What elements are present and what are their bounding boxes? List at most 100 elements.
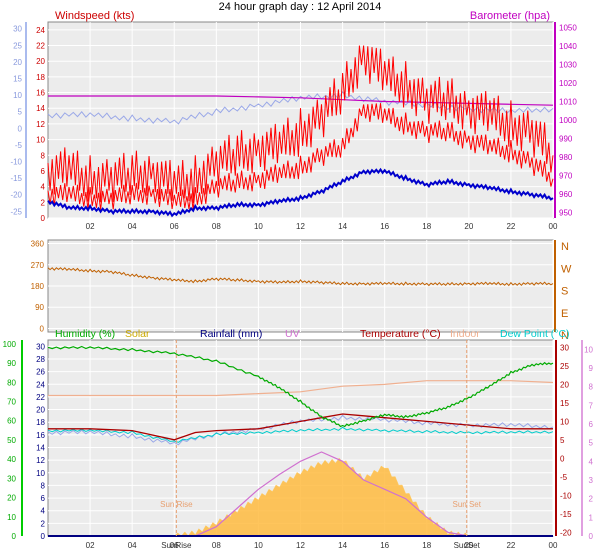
sun-tick-label: SunSet xyxy=(454,541,481,550)
outer-temp-tick-label: -5 xyxy=(15,141,23,150)
temperature-tick-label: 0 xyxy=(560,454,565,463)
compass-label: E xyxy=(561,308,568,320)
legend-entry: Rainfall (mm) xyxy=(200,328,262,340)
x-ticks-3: 02 04 06 08 10 12 14 16 18 20 22 00 xyxy=(86,541,558,550)
rainfall-tick-label: 22 xyxy=(36,393,45,402)
legend-entry: Dew Point (°C) xyxy=(500,328,570,340)
x-tick-label: 20 xyxy=(464,222,473,231)
barometer-tick-label: 990 xyxy=(559,134,573,143)
barometer-axis-label: Barometer (hpa) xyxy=(470,10,550,22)
rainfall-tick-label: 2 xyxy=(41,519,46,528)
sun-annotation-label: Sun Set xyxy=(452,500,481,509)
windspeed-tick-label: 4 xyxy=(41,183,46,192)
direction-tick-label: 0 xyxy=(40,324,45,333)
compass-label: S xyxy=(561,286,568,298)
uv-tick-label: 3 xyxy=(589,476,594,485)
humidity-tick-label: 30 xyxy=(7,474,16,483)
barometer-tick-label: 1000 xyxy=(559,116,577,125)
windspeed-tick-label: 20 xyxy=(36,57,45,66)
wind-baro-panel: Windspeed (kts) Barometer (hpa) 02 04 06 08… xyxy=(10,10,577,231)
windspeed-tick-label: 18 xyxy=(36,73,45,82)
outer-temp-tick-label: 20 xyxy=(13,58,22,67)
temperature-ticks: -20 -15 -10 -5 0 5 10 15 20 25 30 xyxy=(555,340,572,537)
outer-temp-tick-label: 25 xyxy=(13,41,22,50)
apparent-temp-line xyxy=(47,414,554,446)
x-tick-label: 08 xyxy=(212,222,221,231)
temperature-tick-label: -20 xyxy=(560,528,572,537)
sun-annotations: Sun Rise SunRise Sun Set SunSet xyxy=(160,340,482,550)
windspeed-tick-label: 24 xyxy=(36,26,45,35)
humidity-tick-label: 70 xyxy=(7,397,16,406)
outer-temp-tick-label: -20 xyxy=(10,191,22,200)
barometer-tick-label: 1010 xyxy=(559,98,577,107)
humidity-tick-label: 40 xyxy=(7,455,16,464)
x-tick-label: 22 xyxy=(506,222,515,231)
uv-tick-label: 10 xyxy=(584,345,593,354)
temperature-tick-label: 25 xyxy=(560,362,569,371)
rainfall-tick-label: 26 xyxy=(36,368,45,377)
compass-label: W xyxy=(561,263,572,275)
uv-tick-label: 5 xyxy=(589,439,594,448)
wind-gust-line xyxy=(47,45,554,204)
x-tick-label: 02 xyxy=(86,541,95,550)
windspeed-tick-label: 2 xyxy=(41,198,46,207)
x-tick-label: 22 xyxy=(506,541,515,550)
barometer-tick-label: 1050 xyxy=(559,24,577,33)
legend-entry: Indoor xyxy=(450,328,480,340)
barometer-tick-label: 960 xyxy=(559,190,573,199)
uv-tick-label: 9 xyxy=(589,364,594,373)
apparent-temp-line xyxy=(47,90,554,125)
humidity-tick-label: 100 xyxy=(3,340,17,349)
barometer-tick-label: 980 xyxy=(559,153,573,162)
rainfall-tick-label: 6 xyxy=(41,494,46,503)
rainfall-tick-label: 28 xyxy=(36,355,45,364)
barometer-tick-label: 950 xyxy=(559,208,573,217)
x-tick-label: 06 xyxy=(170,541,179,550)
outer-temp-tick-label: 0 xyxy=(18,124,23,133)
rainfall-tick-label: 24 xyxy=(36,380,45,389)
x-tick-label: 00 xyxy=(549,222,558,231)
uv-tick-label: 8 xyxy=(589,383,594,392)
uv-tick-label: 4 xyxy=(589,457,594,466)
direction-tick-label: 270 xyxy=(31,261,45,270)
sun-annotation-label: Sun Rise xyxy=(160,500,193,509)
temperature-tick-label: -10 xyxy=(560,491,572,500)
outdoor-temp-line xyxy=(47,167,554,218)
indoor-line xyxy=(48,380,554,397)
temperature-tick-label: -5 xyxy=(560,473,568,482)
temperature-tick-label: -15 xyxy=(560,510,572,519)
windspeed-tick-label: 6 xyxy=(41,167,46,176)
x-tick-label: 16 xyxy=(380,222,389,231)
direction-ticks: 0 90 180 270 360 xyxy=(31,240,45,334)
sun-tick-label: SunRise xyxy=(161,541,192,550)
humidity-line xyxy=(47,345,554,428)
humidity-tick-label: 80 xyxy=(7,378,16,387)
barometer-ticks: 950 960 970 980 990 1000 1010 1020 1030 1040 1050 xyxy=(554,22,577,218)
windspeed-axis-label: Windspeed (kts) xyxy=(55,10,134,22)
barometer-tick-label: 1030 xyxy=(559,61,577,70)
rainfall-tick-label: 0 xyxy=(41,532,46,541)
outer-temp-tick-label: 30 xyxy=(13,25,22,34)
x-tick-label: 04 xyxy=(128,541,137,550)
chart-title: 24 hour graph day : 12 April 2014 xyxy=(219,1,382,13)
temperature-tick-label: 10 xyxy=(560,417,569,426)
x-tick-label: 12 xyxy=(296,222,305,231)
direction-tick-label: 360 xyxy=(31,240,45,249)
humidity-tick-label: 90 xyxy=(7,359,16,368)
humidity-tick-label: 10 xyxy=(7,513,16,522)
rainfall-tick-label: 4 xyxy=(41,507,46,516)
rainfall-tick-label: 18 xyxy=(36,418,45,427)
legend-entry: UV xyxy=(285,328,300,340)
barometer-tick-label: 1020 xyxy=(559,79,577,88)
legend-3: Humidity (%) Solar Rainfall (mm) UV Temperat… xyxy=(55,328,570,340)
x-tick-label: 14 xyxy=(338,222,347,231)
wind-direction-line xyxy=(47,267,554,287)
windspeed-tick-label: 10 xyxy=(36,136,45,145)
windspeed-tick-label: 12 xyxy=(36,120,45,129)
x-tick-label: 14 xyxy=(338,541,347,550)
